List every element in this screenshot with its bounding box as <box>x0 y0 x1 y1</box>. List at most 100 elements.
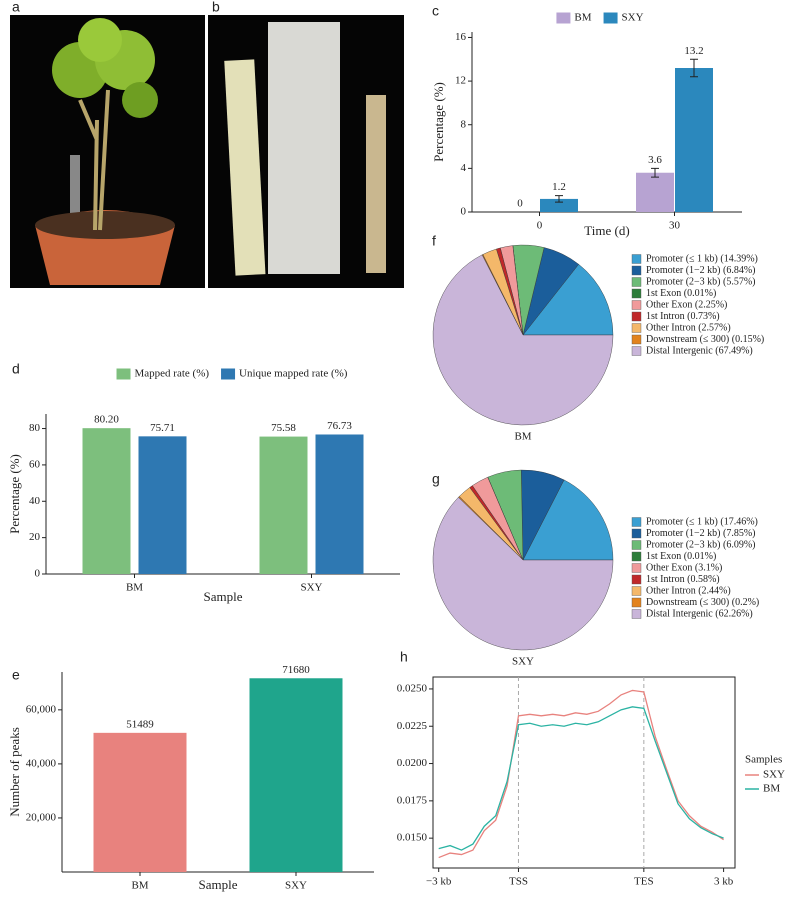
value-label: 3.6 <box>648 154 662 166</box>
bar <box>249 678 343 872</box>
legend-swatch <box>631 540 642 550</box>
legend-label: 1st Intron (0.58%) <box>646 574 720 585</box>
x-tick-label: BM <box>131 880 148 892</box>
legend-label: Downstream (≤ 300) (0.15%) <box>646 334 764 345</box>
line <box>438 689 724 859</box>
value-label: 13.2 <box>684 45 703 57</box>
x-tick-label: 3 kb <box>714 876 734 888</box>
value-label: 71680 <box>282 664 310 676</box>
legend-label: Other Exon (2.25%) <box>646 299 727 310</box>
legend-label: Promoter (2−3 kb) (5.57%) <box>646 276 756 287</box>
legend-swatch <box>631 254 642 264</box>
y-tick-label: 20 <box>29 531 41 543</box>
x-axis-title: Sample <box>199 877 238 892</box>
y-tick-label: 40 <box>29 495 41 507</box>
x-axis-title: Time (d) <box>584 223 629 238</box>
y-tick-label: 16 <box>455 31 467 43</box>
bar <box>540 198 578 212</box>
photo-b <box>208 15 404 288</box>
panel-label: f <box>432 233 436 249</box>
bar <box>315 434 364 574</box>
y-tick-label: 20,000 <box>26 811 57 823</box>
y-tick-label: 60,000 <box>26 703 57 715</box>
value-label: 75.71 <box>150 422 175 434</box>
panel-label: b <box>212 0 220 15</box>
legend-label: 1st Intron (0.73%) <box>646 311 720 322</box>
y-axis-title: Number of peaks <box>7 727 22 817</box>
y-tick-label: 8 <box>461 118 467 130</box>
bar <box>675 68 713 212</box>
legend-swatch <box>631 609 642 619</box>
pie-slice <box>432 497 614 651</box>
legend-label: Distal Intergenic (62.26%) <box>646 608 753 619</box>
y-tick-label: 0.0250 <box>397 682 428 694</box>
legend-label: Promoter (≤ 1 kb) (14.39%) <box>646 253 758 264</box>
y-axis-title: Percentage (%) <box>7 454 22 534</box>
y-tick-label: 4 <box>461 162 467 174</box>
legend-swatch <box>221 368 236 380</box>
y-tick-label: 0 <box>461 206 467 218</box>
value-label: 51489 <box>126 718 154 730</box>
legend-swatch <box>631 517 642 527</box>
pie-slice <box>522 479 614 561</box>
legend-swatch <box>631 563 642 573</box>
legend-label: Downstream (≤ 300) (0.2%) <box>646 597 759 608</box>
pie-title: BM <box>514 431 531 443</box>
legend-swatch <box>631 323 642 333</box>
value-label: 80.20 <box>94 414 119 426</box>
pie-slice <box>522 263 614 336</box>
legend-swatch <box>631 574 642 585</box>
y-tick-label: 80 <box>29 422 41 434</box>
bar <box>138 436 187 574</box>
legend-label: Other Intron (2.57%) <box>646 322 731 333</box>
y-tick-label: 0.0200 <box>397 757 428 769</box>
x-tick-label: SXY <box>285 880 307 892</box>
error-bar <box>555 195 563 203</box>
panel-label: g <box>432 471 440 487</box>
legend-swatch <box>116 368 131 380</box>
legend-label: Promoter (≤ 1 kb) (17.46%) <box>646 516 758 527</box>
bar <box>82 428 131 574</box>
y-tick-label: 0 <box>35 568 41 580</box>
panel-label: h <box>400 649 408 665</box>
error-bar <box>651 167 659 178</box>
x-tick-label: BM <box>126 582 143 594</box>
pie-title: SXY <box>512 656 534 668</box>
legend-swatch <box>603 12 618 24</box>
legend-swatch <box>631 265 642 276</box>
x-tick-label: 0 <box>537 220 543 232</box>
legend-swatch <box>631 551 642 562</box>
value-label: 76.73 <box>327 420 352 432</box>
legend-label: Promoter (2−3 kb) (6.09%) <box>646 539 756 550</box>
y-axis-title: Percentage (%) <box>431 82 446 162</box>
x-tick-label: −3 kb <box>426 876 452 888</box>
legend-label: Distal Intergenic (67.49%) <box>646 345 753 356</box>
value-label: 75.58 <box>271 422 296 434</box>
y-tick-label: 0.0175 <box>397 794 428 806</box>
panel-label: a <box>12 0 20 15</box>
legend-title: Samples <box>745 754 782 766</box>
legend-swatch <box>556 12 571 24</box>
legend-label: Promoter (1−2 kb) (7.85%) <box>646 528 756 539</box>
plot-frame <box>432 676 736 869</box>
legend-label: Unique mapped rate (%) <box>239 368 348 380</box>
legend-label: SXY <box>763 769 785 781</box>
legend-label: Other Exon (3.1%) <box>646 562 722 573</box>
line <box>438 706 724 851</box>
legend-label: Mapped rate (%) <box>135 368 210 380</box>
legend-label: Other Intron (2.44%) <box>646 585 731 596</box>
panel-label: c <box>432 3 439 19</box>
x-axis-title: Sample <box>204 589 243 604</box>
legend-label: 1st Exon (0.01%) <box>646 288 716 299</box>
x-tick-label: TSS <box>509 876 528 888</box>
panel-label: e <box>12 667 20 683</box>
bar <box>93 732 187 872</box>
x-tick-label: 30 <box>669 220 681 232</box>
y-tick-label: 12 <box>455 75 466 87</box>
value-label: 1.2 <box>552 181 566 193</box>
legend-swatch <box>631 277 642 287</box>
bar <box>636 172 674 212</box>
legend-label: BM <box>763 783 780 795</box>
x-tick-label: TES <box>634 876 654 888</box>
legend-swatch <box>631 586 642 596</box>
